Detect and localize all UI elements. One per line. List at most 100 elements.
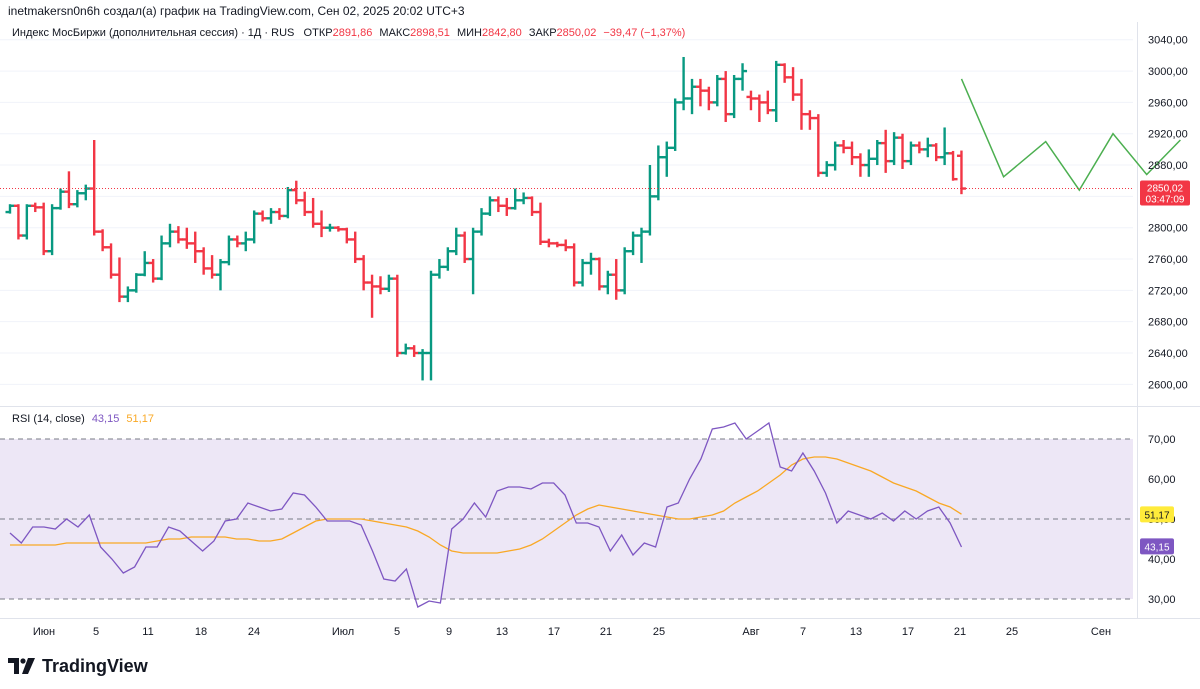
ohlc-bar: [392, 274, 402, 357]
price-tick-label: 2600,00: [1148, 379, 1188, 391]
ohlc-bar: [375, 276, 385, 295]
rsi-legend-value: 43,15: [91, 413, 120, 425]
ohlc-bar: [940, 127, 950, 166]
price-tick-label: 2680,00: [1148, 317, 1188, 329]
ohlc-bar: [578, 259, 588, 287]
ohlc-bar: [241, 231, 251, 252]
ohlc-bar: [22, 204, 32, 240]
ohlc-bar: [434, 259, 444, 279]
rsi-value-label: 43,15: [1144, 542, 1169, 553]
tradingview-logo-icon: [8, 658, 35, 674]
close-label: ЗАКР: [528, 27, 557, 39]
time-tick-label: 9: [446, 626, 452, 638]
ohlc-bar: [460, 231, 470, 263]
rsi-band: [0, 439, 1133, 599]
ohlc-bar: [30, 202, 40, 213]
ohlc-bar: [502, 197, 512, 216]
ohlc-bar: [13, 204, 23, 240]
ohlc-bar: [98, 229, 108, 252]
ohlc-bar: [477, 208, 487, 236]
ohlc-bar: [754, 94, 764, 122]
rsi-value-label-bg: [1140, 538, 1174, 555]
low-label: МИН: [456, 27, 482, 39]
ohlc-bar: [468, 227, 478, 295]
price-tick-label: 2880,00: [1148, 160, 1188, 172]
ohlc-bar: [300, 191, 310, 216]
ohlc-bar: [594, 257, 604, 291]
price-tick-label: 2920,00: [1148, 129, 1188, 141]
ohlc-bar: [519, 192, 529, 205]
ohlc-bar: [207, 255, 217, 279]
ohlc-bar: [763, 90, 773, 115]
rsi-tick-label: 40,00: [1148, 554, 1176, 566]
rsi-tick-label: 70,00: [1148, 434, 1176, 446]
ohlc-bar: [653, 145, 663, 201]
ohlc-bar: [923, 137, 933, 158]
ohlc-bar: [839, 139, 849, 154]
time-tick-label: Сен: [1091, 626, 1111, 638]
ohlc-bar: [569, 243, 579, 287]
ohlc-bar: [746, 90, 756, 111]
ohlc-bar: [855, 153, 865, 177]
ohlc-bar: [830, 141, 840, 171]
ohlc-bar: [527, 196, 537, 216]
ohlc-bar: [173, 226, 183, 244]
ohlc-bar: [56, 188, 66, 210]
time-tick-label: 11: [142, 626, 153, 638]
ohlc-bar: [813, 114, 823, 177]
ohlc-bar: [847, 141, 857, 166]
high-label: МАКС: [379, 27, 411, 39]
time-tick-label: 21: [600, 626, 612, 638]
ohlc-bar: [822, 161, 832, 177]
ohlc-bar: [190, 231, 200, 263]
ohlc-bar: [317, 210, 327, 238]
ohlc-bar: [232, 235, 242, 248]
price-tick-label: 2640,00: [1148, 348, 1188, 360]
price-tick-label: 3000,00: [1148, 66, 1188, 78]
price-tick-label: 2960,00: [1148, 97, 1188, 109]
ohlc-bar: [872, 139, 882, 166]
rsi-legend: RSI (14, close) 43,15 51,17: [12, 413, 154, 425]
rsi-indicator-name[interactable]: RSI (14, close): [12, 413, 85, 425]
ohlc-bar: [157, 235, 167, 281]
ohlc-bar: [771, 60, 781, 122]
ohlc-bar: [645, 165, 655, 236]
ohlc-bar: [493, 196, 503, 213]
ohlc-bar: [510, 188, 520, 210]
time-tick-label: 7: [800, 626, 806, 638]
ohlc-bar: [64, 171, 74, 209]
time-tick-label: 5: [93, 626, 99, 638]
rsi-pane: [0, 421, 1133, 608]
ohlc-bar: [695, 78, 705, 107]
ohlc-bar: [729, 74, 739, 119]
grid: [0, 22, 1200, 619]
ohlc-bar: [384, 274, 394, 292]
ohlc-bar: [165, 223, 175, 248]
ohlc-bar: [687, 78, 697, 115]
ohlc-bar: [956, 150, 966, 195]
time-tick-label: 21: [954, 626, 966, 638]
ohlc-bar: [611, 259, 621, 300]
time-tick-label: Авг: [742, 626, 759, 638]
ohlc-bar: [39, 202, 49, 256]
ohlc-bar: [544, 238, 554, 248]
ohlc-bar: [426, 270, 436, 381]
rsi-ma-legend-value: 51,17: [126, 413, 154, 425]
time-tick-label: 18: [195, 626, 207, 638]
symbol-name[interactable]: Индекс МосБиржи (дополнительная сессия) …: [12, 27, 295, 39]
time-tick-label: 25: [653, 626, 665, 638]
price-pane: [0, 56, 1181, 381]
ohlc-bar: [291, 180, 301, 205]
ohlc-bar: [266, 208, 276, 224]
ohlc-bar: [131, 273, 141, 293]
rsi-tick-label: 30,00: [1148, 594, 1176, 606]
price-tick-label: 2800,00: [1148, 223, 1188, 235]
tradingview-logo[interactable]: TradingView: [8, 654, 148, 678]
ohlc-bar: [148, 259, 158, 283]
ohlc-bar: [620, 247, 630, 295]
countdown-label: 03:47:09: [1146, 195, 1185, 206]
price-tick-label: 2720,00: [1148, 285, 1188, 297]
ohlc-bar: [224, 235, 234, 266]
ohlc-bar: [864, 149, 874, 177]
